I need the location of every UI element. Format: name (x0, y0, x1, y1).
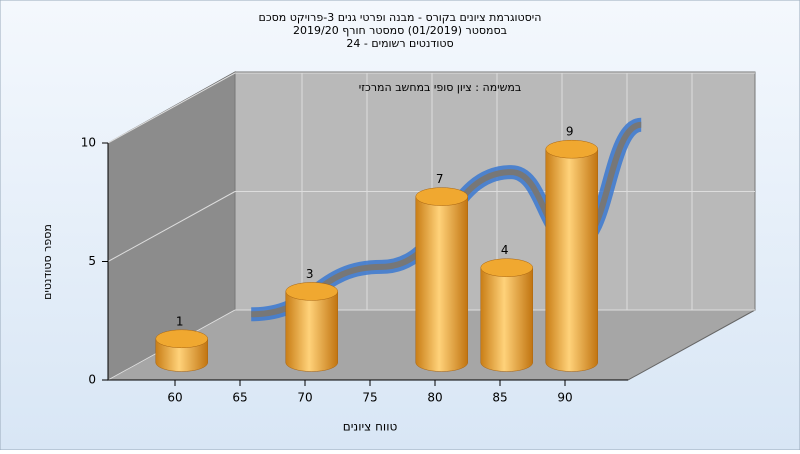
x-tick-label: 65 (232, 391, 247, 405)
title-line: בסמסטר (01/2019) סמסטר חורף 2019/20 (293, 24, 507, 37)
bar (415, 196, 468, 372)
x-tick-label: 80 (427, 391, 442, 405)
value-label: 7 (436, 172, 444, 186)
bar-top (155, 329, 208, 349)
x-tick-label: 85 (492, 391, 507, 405)
annotation: במשימה : ציון סופי במחשב המרכזי (359, 81, 522, 94)
y-tick-label: 10 (81, 136, 96, 150)
value-label: 9 (566, 125, 574, 139)
y-tick-label: 5 (88, 254, 96, 268)
bar-top (415, 187, 468, 206)
bar (480, 267, 533, 372)
grid-line (107, 191, 236, 262)
value-label: 1 (176, 314, 184, 328)
bar-top (545, 139, 598, 159)
y-axis-label: מספר סטודנטים (41, 224, 54, 300)
value-label: 3 (306, 267, 314, 281)
line-series (251, 121, 642, 318)
grid-line (107, 72, 236, 144)
bar (285, 291, 338, 372)
bar-top (480, 258, 533, 277)
title-line: סטודנטים רשומים - 24 (346, 37, 453, 50)
bar (545, 148, 598, 372)
title-line: היסטוגרמת ציונים בקורס - מבנה ופרטי גנים… (259, 11, 542, 24)
x-tick-label: 60 (167, 391, 182, 405)
y-tick-label: 0 (88, 373, 96, 387)
x-axis-label: טווח ציונים (343, 420, 398, 434)
x-tick-label: 75 (362, 391, 377, 405)
x-tick-label: 70 (297, 391, 312, 405)
bar-top (285, 282, 338, 301)
bar (155, 338, 208, 372)
x-tick-label: 90 (557, 391, 572, 405)
value-label: 4 (501, 243, 509, 257)
